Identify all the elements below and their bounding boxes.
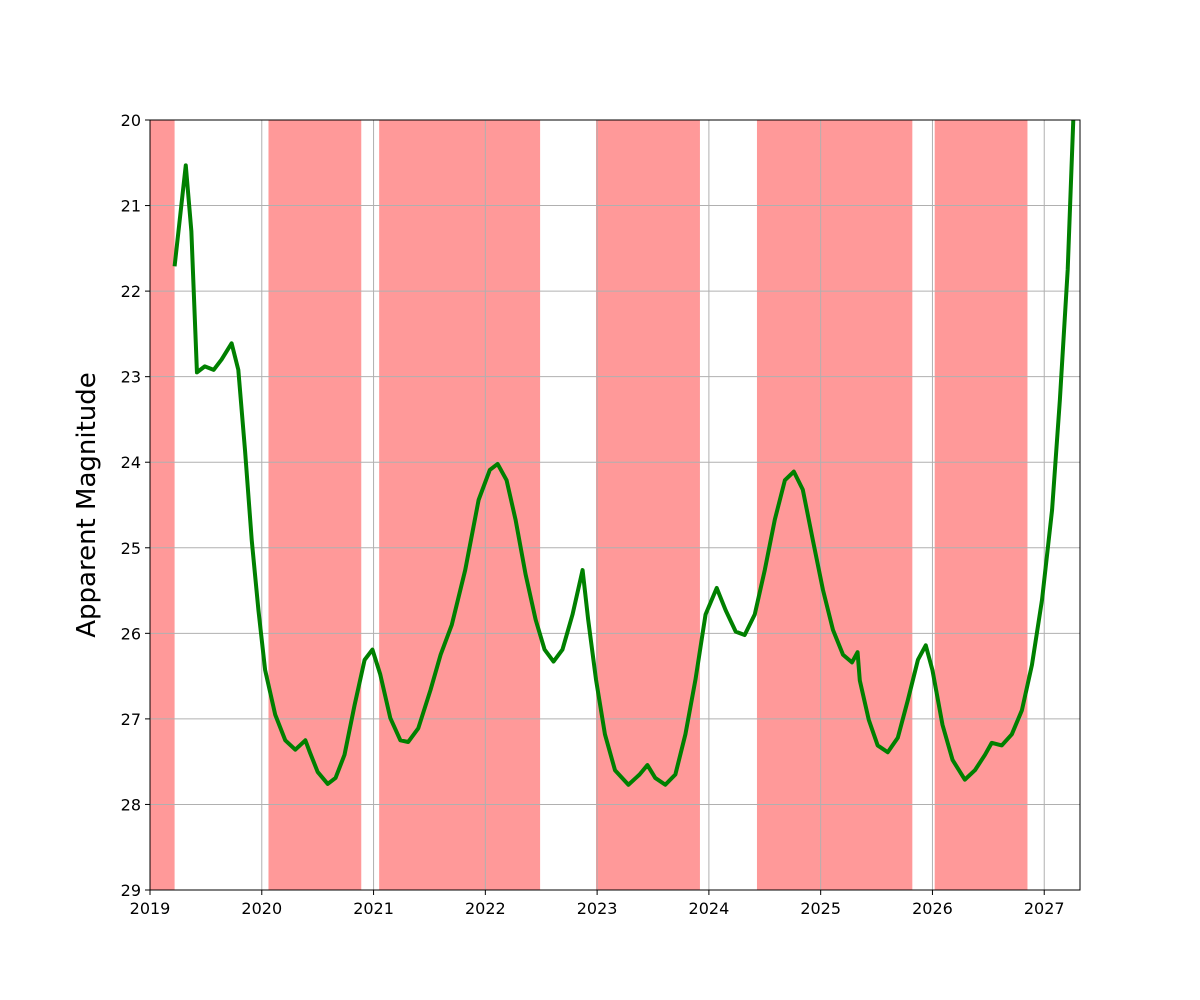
shaded-region — [756, 120, 913, 890]
y-tick-label: 24 — [121, 453, 141, 472]
y-tick-label: 21 — [121, 197, 141, 216]
y-tick-label: 25 — [121, 539, 141, 558]
x-tick-label: 2027 — [1024, 899, 1065, 918]
shaded-region — [379, 120, 541, 890]
y-tick-label: 29 — [121, 881, 141, 900]
x-tick-label: 2019 — [130, 899, 171, 918]
y-axis-label: Apparent Magnitude — [72, 372, 102, 638]
y-tick-label: 20 — [121, 111, 141, 130]
y-tick-label: 23 — [121, 368, 141, 387]
shaded-region — [934, 120, 1028, 890]
data-line — [172, 120, 1076, 787]
shaded-region — [150, 120, 175, 890]
x-tick-label: 2021 — [353, 899, 394, 918]
x-tick-label: 2023 — [577, 899, 618, 918]
x-tick-label: 2025 — [800, 899, 841, 918]
y-tick-label: 28 — [121, 795, 141, 814]
plot-frame — [149, 119, 1081, 891]
y-tick-label: 26 — [121, 624, 141, 643]
shaded-region — [268, 120, 362, 890]
x-tick-label: 2026 — [912, 899, 953, 918]
y-tick-label: 22 — [121, 282, 141, 301]
y-tick-label: 27 — [121, 710, 141, 729]
x-tick-label: 2022 — [465, 899, 506, 918]
x-tick-label: 2024 — [689, 899, 730, 918]
shaded-region — [595, 120, 700, 890]
x-tick-label: 2020 — [241, 899, 282, 918]
